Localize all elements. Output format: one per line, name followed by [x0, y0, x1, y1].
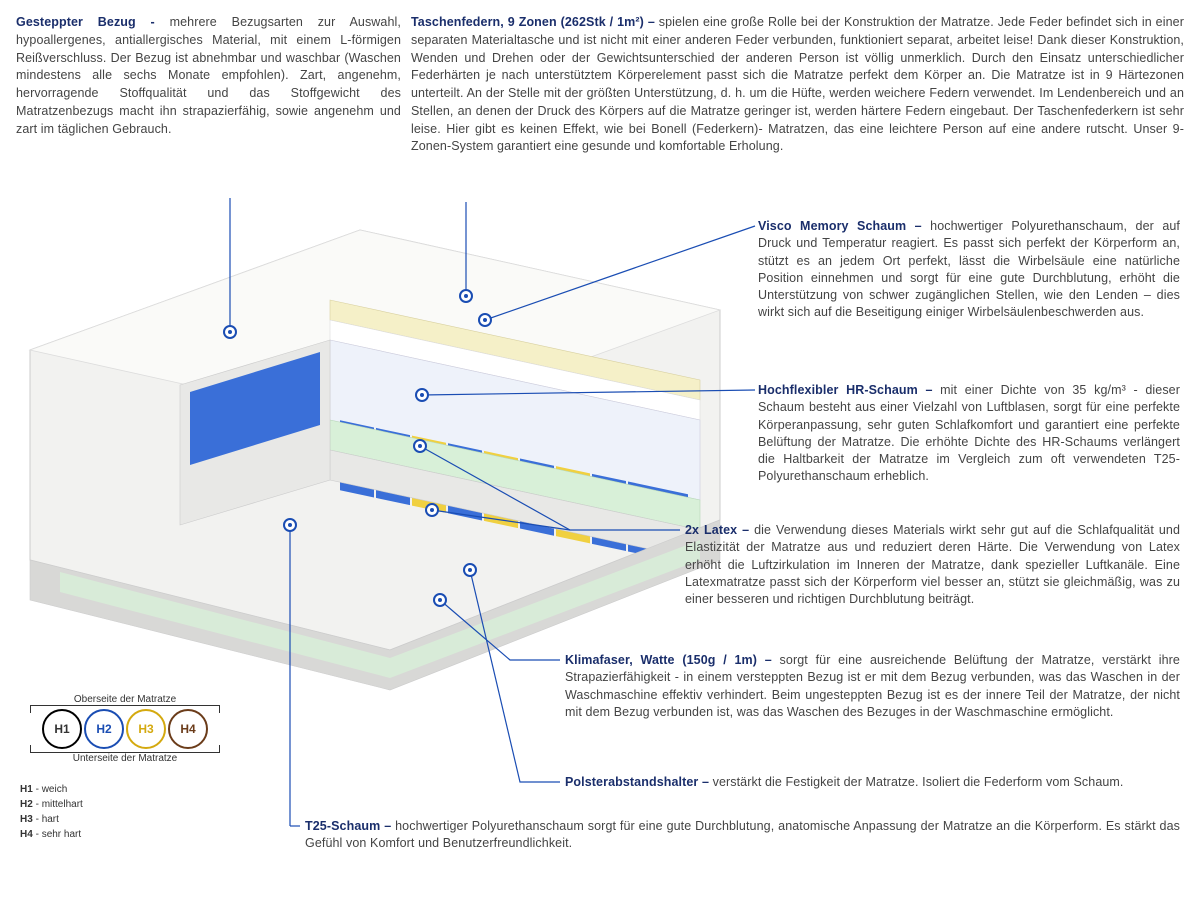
latex-body: die Verwendung dieses Materials wirkt se…: [685, 523, 1180, 606]
latex-section: 2x Latex – die Verwendung dieses Materia…: [685, 522, 1180, 608]
firmness-legend: Oberseite der Matratze H1 H2 H3 H4 Unter…: [20, 692, 230, 842]
visco-title: Visco Memory Schaum –: [758, 219, 930, 233]
top-text-row: Gesteppter Bezug - mehrere Bezugsarten z…: [16, 14, 1184, 156]
mattress-illustration: [30, 230, 720, 690]
leaders: [224, 198, 755, 826]
firmness-top-label: Oberseite der Matratze: [20, 694, 230, 705]
firmness-h1: H1: [42, 709, 82, 749]
cover-body: mehrere Bezugsarten zur Auswahl, hypoall…: [16, 15, 401, 136]
cover-section: Gesteppter Bezug - mehrere Bezugsarten z…: [16, 14, 401, 156]
hr-title: Hochflexibler HR-Schaum –: [758, 383, 940, 397]
firmness-key: H1 - weich H2 - mittelhart H3 - hart H4 …: [20, 782, 230, 842]
springs-body: spielen eine große Rolle bei der Konstru…: [411, 15, 1184, 153]
hr-body: mit einer Dichte von 35 kg/m³ - dieser S…: [758, 383, 1180, 483]
polster-body: verstärkt die Festigkeit der Matratze. I…: [713, 775, 1124, 789]
firmness-h3: H3: [126, 709, 166, 749]
klima-section: Klimafaser, Watte (150g / 1m) – sorgt fü…: [565, 652, 1180, 721]
firmness-bottom-label: Unterseite der Matratze: [20, 753, 230, 764]
klima-title: Klimafaser, Watte (150g / 1m) –: [565, 653, 780, 667]
firmness-circles: H1 H2 H3 H4: [20, 709, 230, 749]
polster-title: Polsterabstandshalter –: [565, 775, 713, 789]
polster-section: Polsterabstandshalter – verstärkt die Fe…: [565, 774, 1180, 791]
springs-section: Taschenfedern, 9 Zonen (262Stk / 1m²) – …: [411, 14, 1184, 156]
t25-body: hochwertiger Polyurethanschaum sorgt für…: [305, 819, 1180, 850]
springs-title: Taschenfedern, 9 Zonen (262Stk / 1m²) –: [411, 15, 659, 29]
t25-title: T25-Schaum –: [305, 819, 395, 833]
firmness-h4: H4: [168, 709, 208, 749]
cover-title: Gesteppter Bezug -: [16, 15, 170, 29]
visco-section: Visco Memory Schaum – hochwertiger Polyu…: [758, 218, 1180, 322]
latex-title: 2x Latex –: [685, 523, 754, 537]
hr-section: Hochflexibler HR-Schaum – mit einer Dich…: [758, 382, 1180, 486]
visco-body: hochwertiger Polyurethanschaum, der auf …: [758, 219, 1180, 319]
firmness-h2: H2: [84, 709, 124, 749]
t25-section: T25-Schaum – hochwertiger Polyurethansch…: [305, 818, 1180, 853]
